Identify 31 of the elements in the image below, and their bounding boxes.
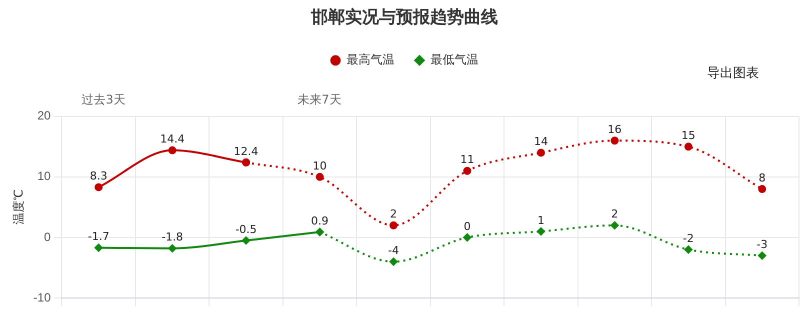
data-label: -2 bbox=[682, 232, 694, 245]
text: 过去3天 bbox=[82, 92, 126, 107]
y-tick-label: 20 bbox=[37, 108, 52, 123]
data-label: 2 bbox=[390, 208, 398, 221]
data-label: -0.5 bbox=[235, 222, 257, 236]
text: 导出图表 bbox=[707, 64, 759, 82]
data-label: -3 bbox=[756, 238, 768, 251]
data-label: 14.4 bbox=[160, 132, 185, 146]
legend-label: 最高气温 bbox=[346, 52, 394, 67]
data-label: 1 bbox=[537, 214, 544, 227]
data-label: 8.3 bbox=[90, 170, 108, 183]
data-label: 8 bbox=[758, 171, 766, 184]
data-label: 2 bbox=[611, 208, 618, 221]
data-label: 0 bbox=[464, 220, 471, 233]
data-label: 12.4 bbox=[234, 144, 258, 158]
data-label: 16 bbox=[608, 122, 622, 136]
data-label: 0.9 bbox=[311, 214, 329, 228]
data-label: -4 bbox=[388, 244, 399, 258]
text: 未来7天 bbox=[298, 92, 342, 107]
data-label: -1.7 bbox=[88, 230, 110, 244]
data-label: 10 bbox=[312, 159, 327, 172]
data-label: 14 bbox=[534, 135, 548, 148]
y-tick-label: 10 bbox=[37, 169, 52, 184]
y-tick-label: 0 bbox=[44, 230, 52, 244]
data-label: -1.8 bbox=[162, 230, 184, 244]
legend-label: 最低气温 bbox=[430, 52, 478, 67]
y-tick-label: -10 bbox=[33, 290, 52, 304]
chart-title: 邯郸实况与预报趋势曲线 bbox=[310, 8, 498, 28]
data-label: 15 bbox=[681, 129, 696, 142]
data-label: 11 bbox=[460, 153, 474, 166]
y-axis-title: 温度℃ bbox=[12, 190, 26, 225]
